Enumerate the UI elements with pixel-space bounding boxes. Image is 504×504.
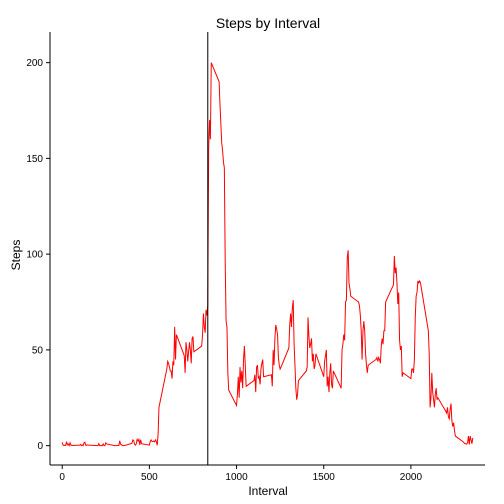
x-tick-label: 0 bbox=[59, 472, 65, 483]
y-axis-title: Steps bbox=[9, 240, 23, 271]
steps-series-line bbox=[61, 62, 474, 448]
x-tick-label: 500 bbox=[141, 472, 158, 483]
y-tick-label: 50 bbox=[32, 345, 44, 356]
x-tick-label: 2000 bbox=[400, 472, 423, 483]
y-tick-label: 0 bbox=[37, 441, 43, 452]
y-tick-label: 100 bbox=[26, 250, 43, 261]
x-tick-label: 1000 bbox=[225, 472, 248, 483]
x-axis-ticks: 0 500 1000 1500 2000 bbox=[59, 465, 422, 483]
chart-title: Steps by Interval bbox=[216, 15, 320, 31]
x-axis-title: Interval bbox=[248, 484, 287, 498]
y-tick-label: 200 bbox=[26, 58, 43, 69]
x-tick-label: 1500 bbox=[313, 472, 336, 483]
y-axis-ticks: 0 50 100 150 200 bbox=[26, 58, 50, 452]
y-tick-label: 150 bbox=[26, 154, 43, 165]
